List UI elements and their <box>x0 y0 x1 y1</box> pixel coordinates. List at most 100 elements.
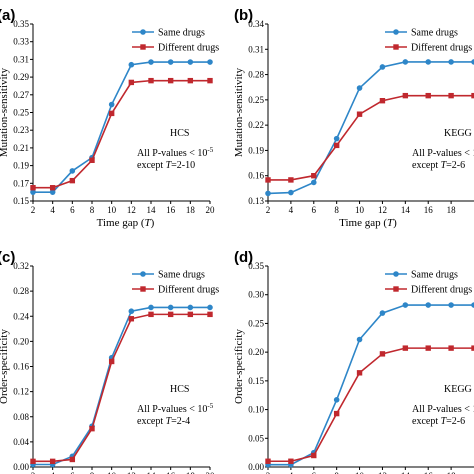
x-tick-label: 12 <box>127 205 136 215</box>
legend-marker <box>393 29 399 35</box>
y-tick-label: 0.13 <box>248 196 264 206</box>
legend-marker <box>393 44 399 50</box>
x-tick-label: 18 <box>186 471 196 474</box>
y-tick-label: 0.08 <box>13 412 29 422</box>
y-tick-label: 0.19 <box>13 161 29 171</box>
y-tick-label: 0.25 <box>248 95 264 105</box>
data-point <box>448 345 454 351</box>
data-point <box>356 370 363 376</box>
data-point <box>49 185 56 191</box>
legend-marker <box>140 44 146 50</box>
x-tick-label: 20 <box>206 471 216 474</box>
y-tick-label: 0.25 <box>248 318 264 328</box>
series-line-different-drugs <box>33 79 210 189</box>
data-point <box>402 92 409 99</box>
x-tick-label: 18 <box>186 205 196 215</box>
data-point <box>311 173 317 179</box>
annotation-except: except T=2-6 <box>412 416 465 427</box>
data-point <box>167 77 174 84</box>
y-tick-label: 0.05 <box>248 433 264 443</box>
x-tick-label: 8 <box>334 471 339 474</box>
legend-marker <box>140 29 146 35</box>
x-tick-label: 8 <box>90 205 95 215</box>
data-point <box>167 59 174 65</box>
series-line-same-drugs <box>33 61 210 193</box>
data-point <box>128 308 135 315</box>
x-tick-label: 16 <box>166 471 176 474</box>
y-tick-label: 0.15 <box>248 376 264 386</box>
y-tick-label: 0.20 <box>248 347 264 357</box>
y-tick-label: 0.32 <box>13 261 29 271</box>
data-point <box>402 345 409 351</box>
data-point <box>356 111 363 117</box>
x-tick-label: 8 <box>90 471 95 474</box>
legend-label: Same drugs <box>411 28 458 39</box>
x-tick-label: 10 <box>107 471 117 474</box>
data-point <box>167 304 174 311</box>
annotation-pvalue: All P-values < 10-5 <box>137 146 214 159</box>
x-tick-label: 8 <box>334 205 339 215</box>
data-point <box>167 311 174 318</box>
data-point <box>89 425 95 432</box>
y-tick-label: 0.33 <box>13 37 29 47</box>
y-tick-label: 0.30 <box>248 290 264 300</box>
annotation-pvalue: All P-values < 10-5 <box>412 146 474 159</box>
x-tick-label: 6 <box>312 471 317 474</box>
x-tick-label: 14 <box>401 471 411 474</box>
data-point <box>333 410 340 417</box>
x-tick-label: 6 <box>312 205 317 215</box>
annotation-dataset: HCS <box>170 128 189 139</box>
data-point <box>49 458 56 465</box>
data-point <box>69 177 76 184</box>
data-point <box>69 456 76 463</box>
legend-label: Different drugs <box>411 43 472 54</box>
x-tick-label: 10 <box>355 205 365 215</box>
panel-label: (a) <box>0 7 15 24</box>
data-point <box>402 59 409 65</box>
y-tick-label: 0.23 <box>13 125 29 135</box>
data-point <box>148 304 154 311</box>
annotation-dataset: KEGG <box>444 384 472 395</box>
data-point <box>471 92 474 99</box>
data-point <box>128 79 135 86</box>
y-tick-label: 0.22 <box>248 120 264 130</box>
y-tick-label: 0.17 <box>13 178 29 188</box>
data-point <box>288 189 294 196</box>
data-point <box>187 59 194 65</box>
y-tick-label: 0.10 <box>248 405 264 415</box>
data-point <box>333 397 340 403</box>
y-tick-label: 0.04 <box>13 437 29 447</box>
y-tick-label: 0.15 <box>13 196 29 206</box>
data-point <box>187 77 194 84</box>
series-line-same-drugs <box>267 61 474 195</box>
y-tick-label: 0.00 <box>248 462 264 472</box>
data-point <box>265 177 271 183</box>
annotation-except: except T=2-6 <box>412 160 465 171</box>
y-tick-label: 0.35 <box>248 261 264 271</box>
x-tick-label: 14 <box>147 471 157 474</box>
data-point <box>379 351 386 357</box>
y-tick-label: 0.12 <box>13 387 29 397</box>
y-tick-label: 0.35 <box>13 19 29 29</box>
data-point <box>207 59 213 65</box>
data-point <box>30 189 36 195</box>
data-point <box>425 302 432 308</box>
y-tick-label: 0.21 <box>13 143 29 153</box>
data-point <box>379 310 386 316</box>
data-point <box>402 302 409 308</box>
data-point <box>333 135 340 142</box>
data-point <box>265 458 271 464</box>
data-point <box>148 311 154 318</box>
data-point <box>379 98 386 104</box>
data-point <box>108 110 115 117</box>
data-point <box>69 168 76 174</box>
data-point <box>356 336 363 343</box>
data-point <box>108 358 115 365</box>
annotation-except: except T=2-4 <box>137 416 190 427</box>
data-point <box>187 304 194 311</box>
annotation-dataset: HCS <box>170 384 189 395</box>
x-tick-label: 6 <box>70 471 75 474</box>
x-tick-label: 20 <box>206 205 216 215</box>
legend-label: Different drugs <box>158 285 219 296</box>
